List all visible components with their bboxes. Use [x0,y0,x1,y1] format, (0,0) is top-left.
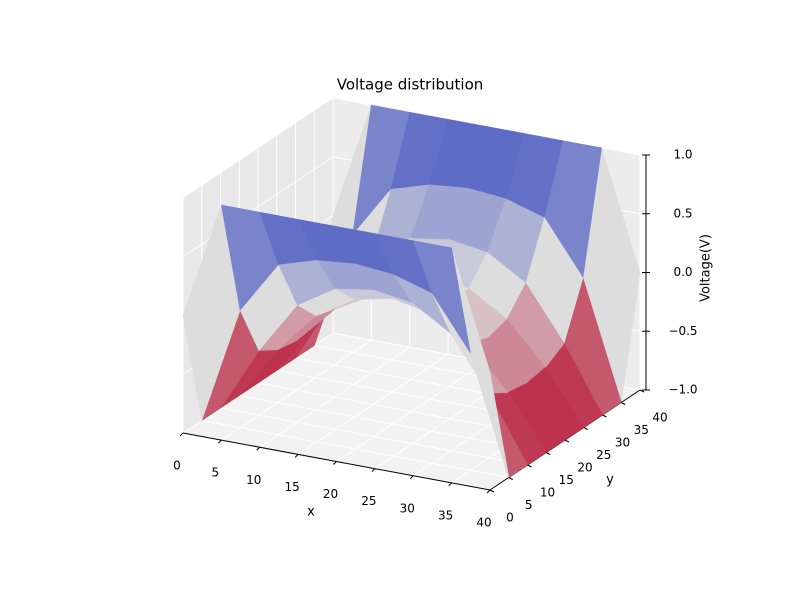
z-tick-label: 0.0 [673,265,692,279]
surface-patch [412,240,471,354]
x-tick-label: 40 [476,516,491,530]
y-tick-label: 40 [652,411,667,425]
x-tick [294,454,299,458]
z-tick-label: −1.0 [668,383,697,397]
x-tick [218,439,222,444]
x-tick [448,482,452,487]
x-tick-label: 0 [173,459,181,473]
y-tick-label: 35 [634,423,649,437]
z-tick-label: 0.5 [673,206,692,220]
y-axis-label: y [606,473,614,488]
y-tick [621,402,626,405]
z-tick-label: 1.0 [673,148,692,162]
y-tick-label: 15 [559,473,574,487]
z-axis-label: Voltage(V) [699,234,714,302]
grid-line [201,420,509,478]
surface [182,104,641,478]
y-tick [639,389,645,393]
grid-line [182,97,334,199]
x-tick-label: 30 [400,501,415,515]
y-tick-label: 0 [506,511,514,525]
y-tick [602,414,607,418]
y-tick-label: 20 [577,461,592,475]
y-tick [508,477,513,480]
x-tick-label: 20 [323,487,338,501]
x-tick-label: 10 [246,473,261,487]
y-tick [527,464,532,468]
x-tick-label: 25 [361,494,376,508]
grid-line [220,407,528,466]
x-tick [256,446,261,451]
y-tick [583,427,588,430]
x-tick [409,475,414,480]
y-tick-label: 10 [540,486,555,500]
y-tick-label: 25 [596,448,611,462]
y-tick-label: 30 [615,436,630,450]
x-tick-label: 5 [212,466,220,480]
chart-title: Voltage distribution [337,76,484,94]
x-tick [333,461,337,465]
x-tick-label: 15 [284,480,299,494]
x-tick [371,468,376,472]
grid-line [239,395,547,453]
grid-line [182,156,334,258]
x-tick [179,432,184,437]
x-axis-label: x [307,505,315,520]
x-tick-label: 35 [438,508,453,522]
x-tick [486,489,491,494]
y-tick-label: 5 [525,498,533,512]
y-tick [546,452,551,455]
y-tick [489,489,495,493]
z-tick-label: −0.5 [668,324,697,338]
y-tick [564,439,570,443]
